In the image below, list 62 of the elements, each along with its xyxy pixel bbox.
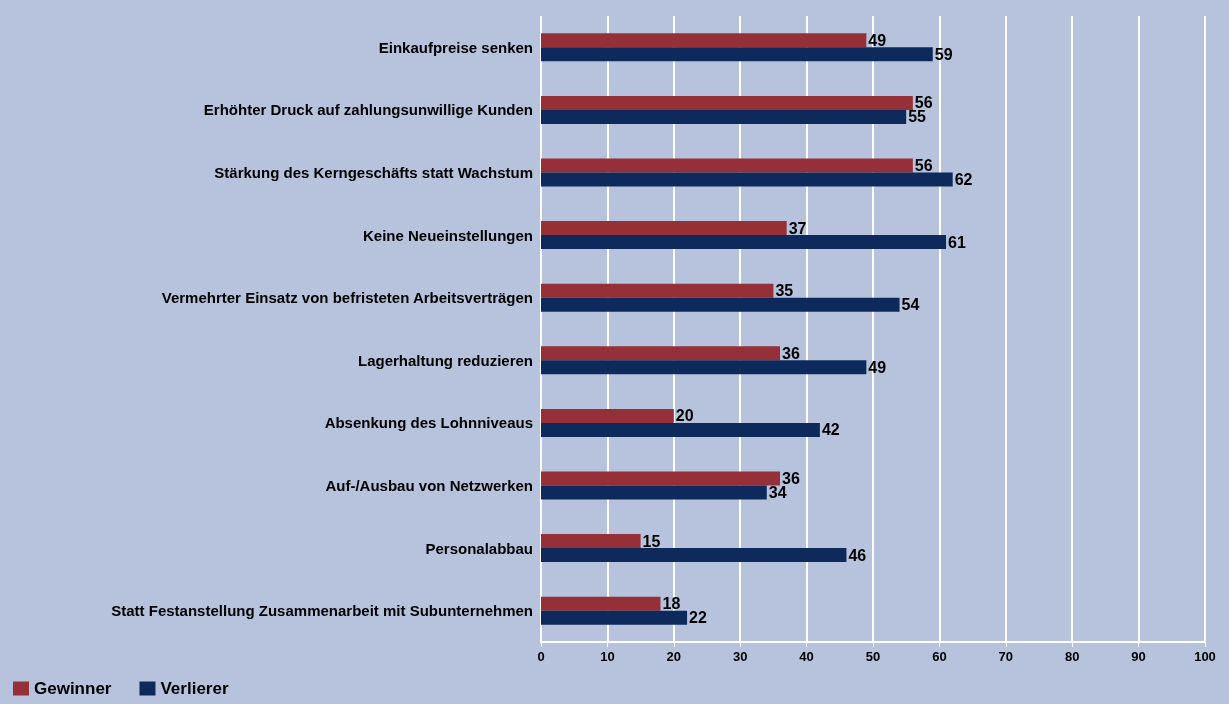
y-tick-label: Statt Festanstellung Zusammenarbeit mit Subunternehmen (111, 602, 533, 620)
data-label: 36 (782, 470, 800, 487)
bar (541, 548, 847, 563)
bar (541, 172, 953, 187)
bar (541, 471, 781, 486)
y-tick-label: Erhöhter Druck auf zahlungsunwillige Kunden (203, 101, 533, 119)
bar (541, 33, 867, 48)
y-tick-label: Lagerhaltung reduzieren (357, 351, 533, 369)
data-label: 61 (948, 233, 966, 251)
data-label: 54 (901, 296, 920, 314)
x-tick-label: 10 (600, 649, 615, 664)
data-label: 22 (689, 609, 707, 627)
bar (541, 534, 641, 549)
x-tick-label: 50 (865, 649, 881, 664)
data-label: 59 (934, 45, 953, 63)
data-label: 18 (662, 595, 681, 613)
x-tick-label: 30 (732, 649, 748, 664)
bar (541, 221, 787, 236)
data-label: 15 (642, 532, 661, 550)
data-label: 49 (868, 358, 887, 376)
y-tick-label: Keine Neueinstellungen (362, 226, 533, 244)
data-label: 20 (675, 407, 694, 425)
y-tick-label: Einkaufpreise senken (378, 38, 533, 56)
data-label: 62 (954, 171, 973, 188)
bar (541, 422, 820, 437)
data-label: 49 (868, 31, 887, 49)
bar (541, 360, 867, 375)
x-tick-label: 70 (998, 649, 1014, 664)
y-tick-label: Absenkung des Lohnniveaus (324, 414, 533, 432)
bar (541, 610, 688, 625)
legend-label: Verlierer (160, 679, 229, 698)
bar (541, 95, 913, 110)
data-label: 56 (914, 157, 933, 174)
x-tick-label: 80 (1064, 649, 1080, 664)
bar (541, 283, 774, 298)
y-tick-label: Auf-/Ausbau von Netzwerken (325, 477, 533, 494)
bar (541, 158, 913, 173)
bar (541, 596, 661, 611)
data-label: 37 (788, 219, 807, 237)
bar (541, 109, 907, 124)
data-label: 55 (908, 108, 927, 126)
bar (541, 297, 900, 312)
y-tick-label: Vermehrter Einsatz von befristeten Arbeitsverträgen (161, 289, 533, 307)
bar (541, 235, 947, 250)
x-tick-label: 0 (537, 649, 545, 664)
x-tick-label: 100 (1194, 649, 1216, 664)
data-label: 35 (775, 282, 794, 300)
x-tick-label: 90 (1131, 649, 1146, 664)
bar (541, 47, 933, 62)
x-tick-label: 40 (799, 649, 814, 664)
y-tick-label: Personalabbau (425, 539, 533, 557)
x-tick-label: 60 (932, 649, 947, 664)
data-label: 42 (821, 421, 840, 439)
x-tick-label: 20 (666, 649, 682, 664)
bar (541, 346, 781, 361)
data-label: 34 (768, 484, 787, 501)
bar (541, 485, 767, 500)
data-label: 46 (848, 546, 867, 564)
bar (541, 408, 674, 423)
legend-label: Gewinner (34, 679, 112, 698)
y-tick-label: Stärkung des Kerngeschäfts statt Wachstum (214, 164, 533, 181)
data-label: 36 (782, 344, 800, 362)
